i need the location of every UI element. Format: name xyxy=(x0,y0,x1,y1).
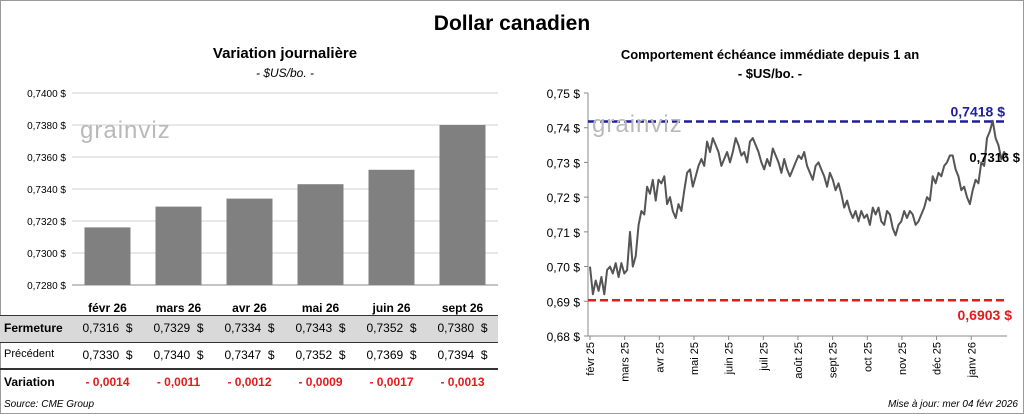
cell-fermeture: 0,7316 $ xyxy=(82,321,133,335)
cell-fermeture: 0,7343 $ xyxy=(295,321,346,335)
price-series-line xyxy=(589,119,1008,296)
y-tick-label: 0,7380 $ xyxy=(27,121,66,132)
row-label-precedent: Précédent xyxy=(4,348,55,360)
cell-variation: - 0,0011 xyxy=(156,375,201,389)
y-tick-label: 0,7300 $ xyxy=(27,249,66,260)
x-tick-label: oct 25 xyxy=(862,342,874,372)
y-tick-label: 0,7280 $ xyxy=(27,281,66,292)
cell-variation: - 0,0009 xyxy=(298,375,343,389)
bar xyxy=(226,198,273,285)
bar xyxy=(368,169,415,285)
x-tick-label: août 25 xyxy=(793,342,805,379)
x-tick-label: sept 25 xyxy=(828,342,840,378)
cell-variation: - 0,0014 xyxy=(85,375,130,389)
x-tick-label: janv 26 xyxy=(966,342,978,378)
cell-variation: - 0,0013 xyxy=(440,375,485,389)
update-note: Mise à jour: mer 04 févr 2026 xyxy=(887,399,1018,410)
y-tick-label: 0,73 $ xyxy=(547,156,581,170)
category-label: juin 26 xyxy=(371,301,410,315)
cell-precedent: 0,7394 $ xyxy=(437,348,488,362)
watermark-left: grainviz xyxy=(80,117,171,144)
bar xyxy=(297,184,344,285)
last-value-label: 0,7316 $ xyxy=(969,150,1020,165)
y-tick-label: 0,7400 $ xyxy=(27,89,66,100)
y-tick-label: 0,68 $ xyxy=(547,330,581,344)
left-chart-title: Variation journalière xyxy=(212,45,358,62)
right-chart-subtitle: - $US/bo. - xyxy=(737,66,803,81)
source-note: Source: CME Group xyxy=(4,399,95,410)
left-chart-subtitle: - $US/bo. - xyxy=(255,66,315,80)
cell-fermeture: 0,7352 $ xyxy=(366,321,417,335)
x-tick-label: juil 25 xyxy=(758,342,770,372)
cell-precedent: 0,7369 $ xyxy=(366,348,417,362)
y-tick-label: 0,7360 $ xyxy=(27,153,66,164)
row-label-variation: Variation xyxy=(4,375,55,389)
category-label: mai 26 xyxy=(302,301,340,315)
bar xyxy=(155,206,202,285)
category-label: sept 26 xyxy=(442,301,484,315)
cell-precedent: 0,7352 $ xyxy=(295,348,346,362)
cell-precedent: 0,7347 $ xyxy=(224,348,275,362)
table-bottom-rule xyxy=(0,368,498,370)
y-tick-label: 0,74 $ xyxy=(547,122,581,136)
category-label: févr 26 xyxy=(88,301,127,315)
y-tick-label: 0,7340 $ xyxy=(27,185,66,196)
right-line-chart: 0,68 $ 0,69 $ 0,70 $ 0,71 $ 0,72 $ 0,73 $ 0,74… xyxy=(547,87,1021,382)
max-label: 0,7418 $ xyxy=(951,103,1006,119)
min-label: 0,6903 $ xyxy=(958,307,1013,323)
x-tick-label: déc 25 xyxy=(932,342,944,375)
left-bar-chart: 0,7280 $ 0,7300 $ 0,7320 $ 0,7340 $ 0,7360 $… xyxy=(27,89,498,315)
x-tick-label: juin 25 xyxy=(724,342,736,375)
y-tick-label: 0,72 $ xyxy=(547,191,581,205)
table-mid-rule xyxy=(0,342,498,343)
x-tick-label: avr 25 xyxy=(654,342,666,373)
x-tick-label: févr 25 xyxy=(585,342,597,376)
y-tick-label: 0,69 $ xyxy=(547,295,581,309)
cell-fermeture: 0,7329 $ xyxy=(153,321,204,335)
cell-variation: - 0,0012 xyxy=(227,375,272,389)
table-top-rule xyxy=(0,315,498,316)
cell-precedent: 0,7340 $ xyxy=(153,348,204,362)
bar xyxy=(439,125,486,285)
cell-fermeture: 0,7334 $ xyxy=(224,321,275,335)
cell-fermeture: 0,7380 $ xyxy=(437,321,488,335)
x-tick-label: mai 25 xyxy=(689,342,701,375)
y-tick-label: 0,75 $ xyxy=(547,87,581,101)
y-tick-label: 0,71 $ xyxy=(547,226,581,240)
fermeture-row-band xyxy=(0,315,498,342)
x-tick-label: mars 25 xyxy=(620,342,632,382)
category-label: mars 26 xyxy=(156,301,202,315)
bar xyxy=(84,227,131,285)
row-label-fermeture: Fermeture xyxy=(4,321,63,335)
page-title: Dollar canadien xyxy=(433,12,591,35)
watermark-right: grainviz xyxy=(592,111,683,138)
cell-variation: - 0,0017 xyxy=(369,375,414,389)
right-chart-title: Comportement échéance immédiate depuis 1… xyxy=(620,47,920,62)
x-tick-label: nov 25 xyxy=(897,342,909,375)
category-label: avr 26 xyxy=(232,301,267,315)
y-tick-label: 0,7320 $ xyxy=(27,217,66,228)
cell-precedent: 0,7330 $ xyxy=(82,348,133,362)
y-tick-label: 0,70 $ xyxy=(547,261,581,275)
